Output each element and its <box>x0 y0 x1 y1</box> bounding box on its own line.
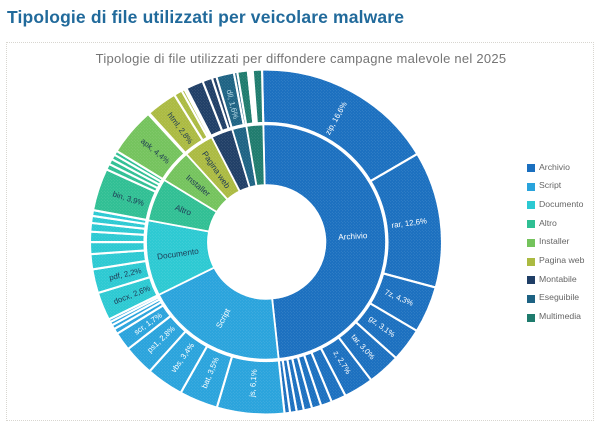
svg-text:js, 6,1%: js, 6,1% <box>247 369 259 398</box>
svg-text:Archivio: Archivio <box>338 231 368 242</box>
